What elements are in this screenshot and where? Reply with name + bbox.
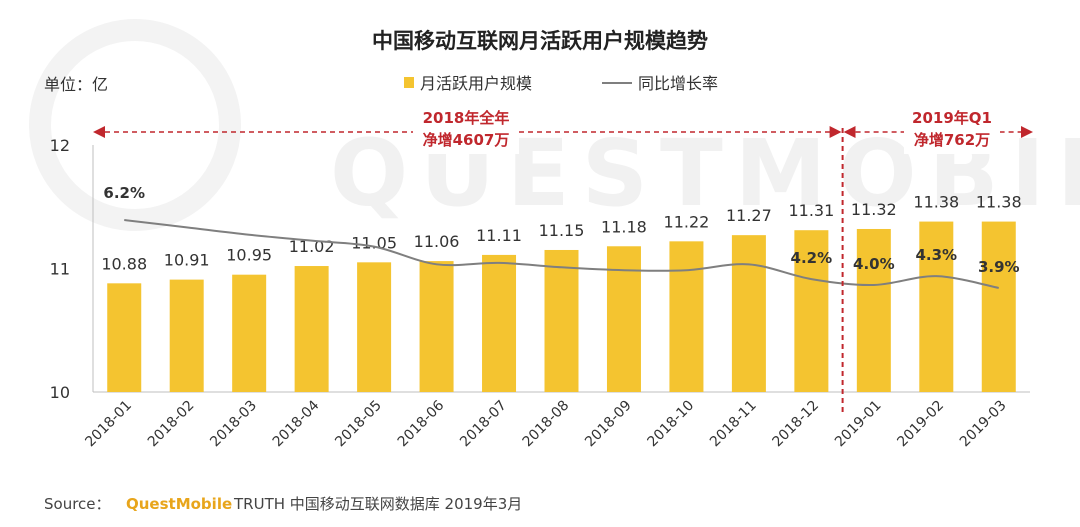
rate-labels: 6.2% 4.2% 4.0% 4.3% 3.9% (103, 184, 1019, 276)
bar (669, 241, 704, 392)
annotation-text: 2019年Q1 (912, 109, 992, 127)
x-tick-label: 2018-11 (707, 398, 760, 451)
x-tick-label: 2018-05 (332, 398, 385, 451)
bar (294, 266, 329, 392)
bar (606, 246, 641, 392)
x-tick-label: 2018-09 (582, 398, 635, 451)
bar-value-label: 11.31 (788, 201, 834, 220)
unit-label: 单位：亿 (44, 75, 108, 94)
legend: 月活跃用户规模 同比增长率 (404, 74, 718, 93)
bar-value-label: 11.15 (539, 221, 585, 240)
source-brand: QuestMobile (126, 495, 232, 513)
bar-value-label: 11.38 (913, 193, 959, 212)
bar-value-label: 11.11 (476, 226, 522, 245)
bar-value-label: 11.06 (414, 232, 460, 251)
bar-value-label: 11.05 (351, 233, 397, 252)
x-tick-label: 2019-02 (894, 398, 947, 451)
annotation-text: 净增762万 (914, 131, 990, 149)
annotation-bg (904, 104, 1000, 154)
bar (419, 261, 454, 392)
bar (232, 274, 267, 392)
bar-value-label: 11.18 (601, 217, 647, 236)
legend-bar-label: 月活跃用户规模 (420, 74, 532, 93)
y-tick-label: 11 (50, 260, 70, 279)
rate-label: 4.2% (791, 249, 833, 267)
chart-title: 中国移动互联网月活跃用户规模趋势 (372, 29, 708, 53)
bar-value-label: 11.38 (976, 193, 1022, 212)
annotation-bg (413, 104, 519, 154)
rate-line (124, 219, 999, 289)
x-tick-label: 2018-03 (207, 398, 260, 451)
x-tick-label: 2018-02 (145, 398, 198, 451)
legend-line-label: 同比增长率 (638, 74, 718, 93)
bar (107, 283, 142, 392)
x-tick-label: 2019-01 (832, 398, 885, 451)
rate-label: 3.9% (978, 258, 1020, 276)
y-tick-label: 10 (50, 383, 70, 402)
bar (731, 235, 766, 392)
bar-value-label: 10.88 (101, 254, 147, 273)
bar-value-label: 11.22 (664, 212, 710, 231)
bar-value-label: 11.32 (851, 200, 897, 219)
bar-value-label: 11.27 (726, 206, 772, 225)
x-tick-label: 2018-08 (520, 398, 573, 451)
y-tick-label: 12 (50, 136, 70, 155)
bar (856, 228, 891, 392)
bar-value-label: 10.91 (164, 251, 210, 270)
x-ticks: 2018-01 2018-02 2018-03 2018-04 2018-05 2018-… (82, 397, 1009, 450)
bar (482, 254, 517, 392)
bar (981, 221, 1016, 392)
legend-bar-swatch (404, 77, 414, 88)
x-tick-label: 2018-10 (645, 398, 698, 451)
source-prefix: Source： (44, 495, 111, 513)
source-text: TRUTH 中国移动互联网数据库 2019年3月 (233, 495, 522, 513)
bar (169, 279, 204, 392)
rate-line-path (124, 219, 999, 289)
bar (357, 262, 392, 392)
rate-label: 6.2% (103, 184, 145, 202)
bars (107, 221, 1016, 392)
x-tick-label: 2018-07 (457, 398, 510, 451)
bar-labels: 10.88 10.91 10.95 11.02 11.05 11.06 11.11 11.15… (101, 193, 1021, 274)
x-tick-label: 2018-01 (82, 398, 135, 451)
source-line: Source： QuestMobile TRUTH 中国移动互联网数据库 201… (44, 495, 522, 513)
bar (919, 221, 954, 392)
bar-value-label: 10.95 (226, 246, 272, 265)
x-tick-label: 2018-12 (770, 398, 823, 451)
bar (794, 230, 829, 392)
annotation-text: 净增4607万 (423, 131, 510, 149)
x-tick-label: 2019-03 (957, 398, 1010, 451)
annotation-text: 2018年全年 (423, 109, 510, 127)
x-tick-label: 2018-06 (395, 397, 448, 450)
bar (544, 249, 579, 392)
rate-label: 4.3% (915, 246, 957, 264)
x-tick-label: 2018-04 (270, 397, 323, 450)
rate-label: 4.0% (853, 255, 895, 273)
